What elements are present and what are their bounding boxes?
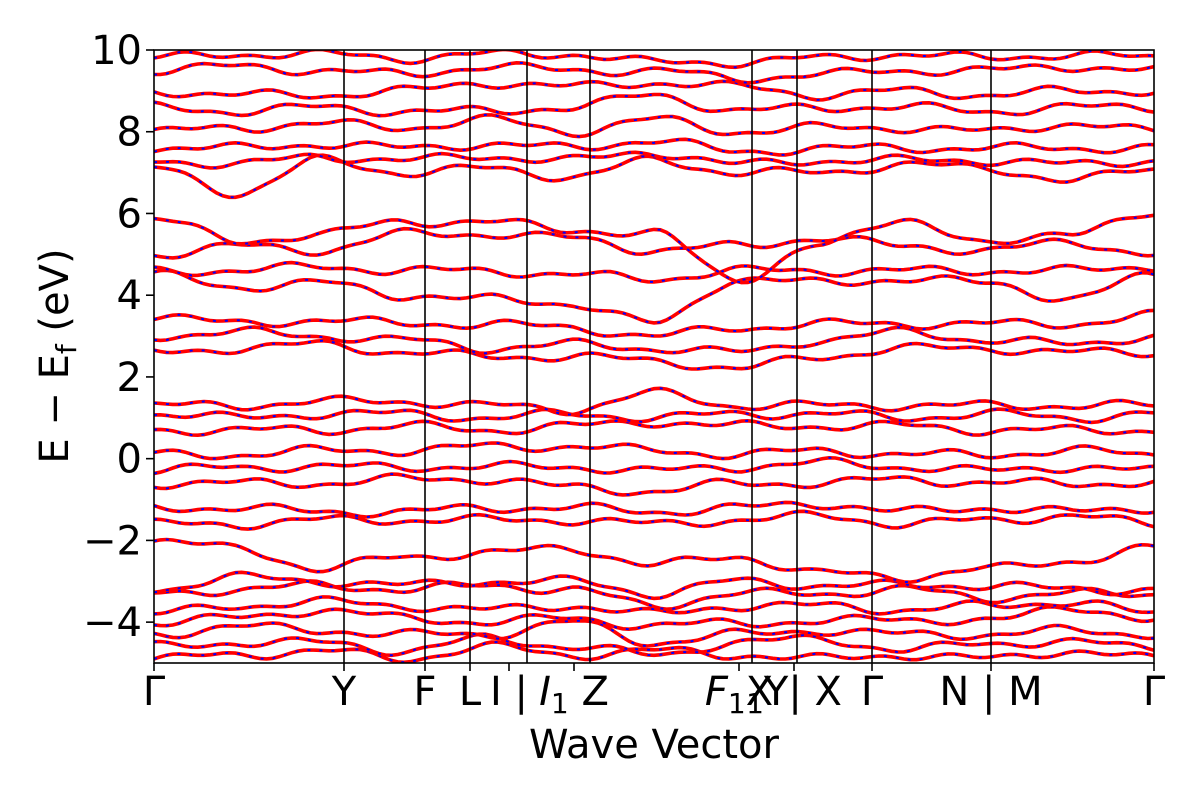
band-line-blue-dashed <box>154 309 1154 338</box>
band-line-red <box>154 407 1154 425</box>
band-line-red <box>154 60 1154 85</box>
band-line-blue-dashed <box>154 339 1154 371</box>
y-axis-title-sub: f <box>50 343 83 354</box>
band-line-blue-dashed <box>154 113 1154 138</box>
band-line-red <box>154 537 1154 585</box>
band-line-red <box>154 50 1154 70</box>
band-line-blue-dashed <box>154 261 1154 283</box>
y-tick-label: 2 <box>117 355 142 401</box>
y-axis-title-main: E − E <box>32 354 78 464</box>
band-line-blue-dashed <box>154 151 1154 169</box>
band-line-blue-dashed <box>154 227 1154 259</box>
band-line-blue-dashed <box>154 579 1154 611</box>
band-line-red <box>154 325 1154 356</box>
x-tick-label: 1Y| X <box>746 669 842 720</box>
plot-frame <box>153 49 1155 664</box>
y-axis-title: E − Ef (eV) <box>32 248 83 463</box>
band-line-red <box>154 213 1154 285</box>
y-tick-label: 10 <box>91 28 142 74</box>
band-line-blue-dashed <box>154 408 1154 424</box>
band-line-red <box>154 338 1154 371</box>
y-tick-label: −2 <box>83 518 142 564</box>
y-tick-label: 6 <box>117 191 142 237</box>
band-line-blue-dashed <box>154 473 1154 496</box>
x-axis-title: Wave Vector <box>529 722 780 768</box>
band-line-blue-dashed <box>154 641 1154 663</box>
band-line-blue-dashed <box>154 510 1154 531</box>
band-line-blue-dashed <box>154 326 1154 355</box>
band-line-blue-dashed <box>154 619 1154 648</box>
x-tick-label: Y <box>331 669 357 715</box>
high-symmetry-lines <box>343 50 992 663</box>
band-line-red <box>154 418 1154 438</box>
x-tick-label: N | M <box>939 669 1042 715</box>
band-line-red <box>154 472 1154 497</box>
band-line-blue-dashed <box>154 571 1154 600</box>
band-lines <box>154 50 1154 663</box>
x-tick-label: F1X <box>705 669 773 720</box>
y-axis: −4 −2 0 2 4 6 8 10 <box>83 28 154 646</box>
band-line-red <box>154 113 1154 139</box>
y-tick-label: −4 <box>83 600 142 646</box>
band-line-blue-dashed <box>154 456 1154 475</box>
band-line-blue-dashed <box>154 387 1154 416</box>
x-tick-label: L <box>459 669 482 715</box>
x-tick-label: Γ <box>1143 669 1166 715</box>
band-line-blue-dashed <box>154 80 1154 101</box>
band-line-red <box>154 500 1154 519</box>
band-line-blue-dashed <box>154 538 1154 584</box>
y-tick-label: 8 <box>117 110 142 156</box>
band-line-red <box>154 441 1154 461</box>
band-line-blue-dashed <box>154 61 1154 84</box>
band-line-blue-dashed <box>154 441 1154 460</box>
band-line-red <box>154 455 1154 476</box>
band-line-blue-dashed <box>154 419 1154 437</box>
band-line-blue-dashed <box>154 595 1154 615</box>
band-line-blue-dashed <box>154 93 1154 117</box>
band-line-blue-dashed <box>154 501 1154 519</box>
y-axis-title-unit: (eV) <box>32 248 78 344</box>
x-tick-label: I1 Z <box>539 669 609 720</box>
x-tick-label: Γ <box>861 669 884 715</box>
x-tick-label: Γ <box>143 669 166 715</box>
band-line-blue-dashed <box>154 633 1154 657</box>
band-line-blue-dashed <box>154 605 1154 631</box>
band-line-red <box>154 137 1154 157</box>
band-line-red <box>154 570 1154 601</box>
x-tick-label: I | <box>490 669 528 715</box>
y-tick-label: 0 <box>117 437 142 483</box>
band-line-blue-dashed <box>154 138 1154 156</box>
band-line-red <box>154 268 1154 325</box>
y-tick-label: 4 <box>117 273 142 319</box>
x-tick-label: F <box>413 669 436 715</box>
